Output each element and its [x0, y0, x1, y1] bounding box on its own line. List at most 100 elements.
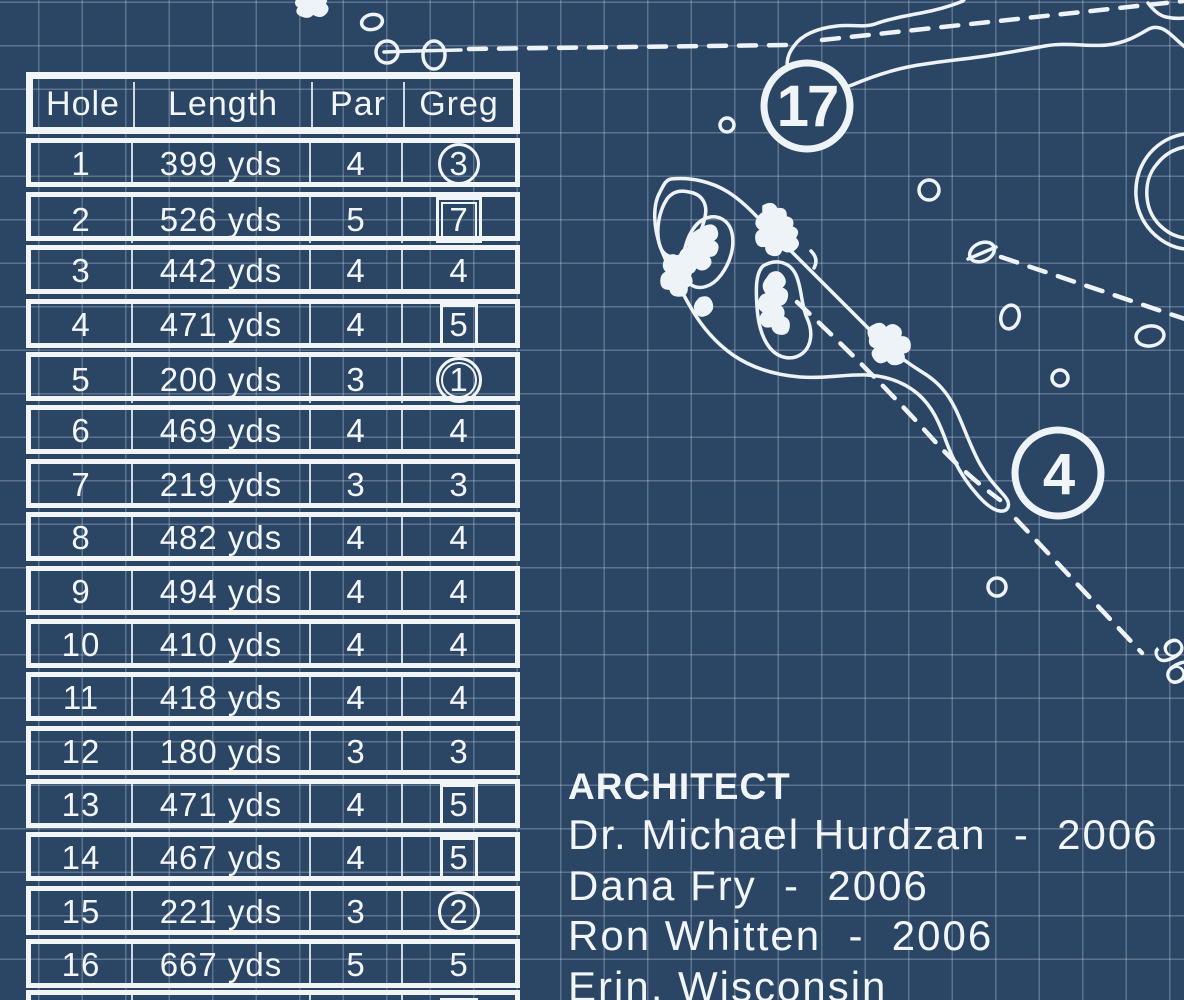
architect-line: Dana Fry - 2006: [568, 861, 929, 909]
cell-hole: 11: [62, 679, 100, 717]
score-marker: 3: [449, 732, 469, 770]
cell-par: 3: [309, 890, 401, 933]
score-marker: [440, 998, 478, 1000]
cell-score-wrap: 4: [401, 677, 515, 720]
bunker-shape: [867, 322, 911, 366]
cell-score-wrap: 5: [401, 784, 515, 827]
tree-ellipse: [999, 303, 1021, 331]
hole-marker-label: 4: [1043, 442, 1075, 507]
hole-marker-label: 17: [777, 74, 838, 139]
cell-par: 4: [309, 623, 401, 666]
scorecard-row-8: 8 482 yds 4 4: [26, 512, 520, 562]
cell-hole: 10: [61, 625, 101, 663]
cell-par: 4: [309, 570, 401, 613]
scorecard-row-1: 1 399 yds 4 3: [26, 138, 520, 188]
green-outer-outline: [1134, 132, 1184, 251]
cell-score-wrap: 3: [401, 143, 515, 186]
cell-score-wrap: 1: [401, 356, 515, 403]
edge-yardage-label: 96: [1143, 630, 1184, 693]
fairway-center-dashed-line: [1013, 516, 1145, 656]
score-marker: 2: [438, 890, 480, 933]
scorecard-row-4: 4 471 yds 4 5: [26, 298, 520, 348]
cell-length: 667 yds: [131, 944, 309, 987]
hole-4-marker: 4: [1011, 426, 1105, 520]
hole-4-complex: [653, 176, 1145, 656]
bunker-outline: [754, 260, 813, 360]
hole-17-fairway: [785, 0, 1184, 92]
tee-line: [966, 245, 998, 261]
architect-block: ARCHITECT Dr. Michael Hurdzan - 2006 Dan…: [568, 764, 1159, 1000]
architect-line: Erin, Wisconsin: [568, 962, 888, 1000]
cell-hole: 4: [71, 305, 91, 343]
scorecard-row-11: 11 418 yds 4 4: [26, 672, 520, 722]
score-marker: 1: [436, 356, 482, 403]
score-marker: 5: [440, 784, 478, 827]
cell-par: 3: [309, 356, 401, 403]
header-par: Par: [311, 82, 403, 127]
tree-circle: [986, 576, 1008, 598]
score-marker: 3: [438, 143, 480, 186]
scorecard-row-3: 3 442 yds 4 4: [26, 245, 520, 295]
tree-circle: [917, 178, 941, 202]
fairway-outline: [785, 25, 1184, 92]
fairway-center-dashed-line: [794, 299, 1003, 503]
cell-score-wrap: 5: [401, 944, 515, 987]
score-marker: 5: [449, 946, 469, 984]
scorecard-row-16: 16 667 yds 5 5: [26, 939, 520, 989]
cell-length: 494 yds: [131, 570, 309, 613]
cell-par: [309, 995, 401, 1000]
score-marker: 4: [449, 572, 469, 610]
cell-hole: 16: [61, 946, 101, 984]
cell-hole: 5: [71, 360, 91, 398]
cell-par: 5: [309, 196, 401, 243]
cell-score-wrap: 2: [401, 890, 515, 933]
bunker-outline: [680, 215, 735, 290]
cell-score-wrap: 5: [401, 837, 515, 880]
score-marker: 4: [449, 412, 469, 450]
scorecard-row-6: 6 469 yds 4 4: [26, 405, 520, 455]
cell-length: 482 yds: [131, 517, 309, 560]
cell-score-wrap: 3: [401, 463, 515, 506]
tee-box-shape: [359, 12, 385, 32]
cell-length: 469 yds: [131, 410, 309, 453]
tee-line: [412, 48, 463, 53]
scorecard-row-5: 5 200 yds 3 1: [26, 351, 520, 403]
scorecard-rows: 1 399 yds 4 3 2 526 yds 5 7 3 442 yds 4 …: [26, 138, 520, 989]
hole-17-marker: 17: [760, 59, 854, 153]
score-marker: 5: [440, 837, 478, 880]
bunker-shape: [757, 271, 790, 335]
scorecard-row-7: 7 219 yds 3 3: [26, 458, 520, 508]
score-marker: 4: [449, 252, 469, 290]
bunker-shape: [660, 254, 693, 297]
bunker-shape: [678, 224, 719, 274]
cell-length: 221 yds: [131, 890, 309, 933]
header-hole: Hole: [46, 85, 120, 123]
score-marker: 4: [449, 519, 469, 557]
fairway-center-dashed-line: [819, 0, 1184, 43]
fairway-outline: [792, 0, 966, 48]
cell-hole: 1: [71, 145, 91, 183]
scattered-shapes: [718, 116, 1184, 598]
tree-circle: [1050, 368, 1070, 388]
edge-green: [1134, 132, 1184, 251]
tee-box-shape: [421, 39, 447, 71]
architect-line: Ron Whitten - 2006: [568, 912, 994, 959]
cell-score-wrap: 4: [401, 250, 515, 293]
bunker-shape: [693, 296, 714, 317]
cell-par: 5: [309, 944, 401, 987]
cell-length: 471 yds: [131, 303, 309, 346]
scorecard-row-10: 10 410 yds 4 4: [26, 618, 520, 668]
cell-score-wrap: 4: [401, 570, 515, 613]
fairway-outline: [653, 176, 1011, 513]
tree-circle: [718, 116, 736, 134]
scorecard-row-12: 12 180 yds 3 3: [26, 725, 520, 775]
header-greg: Greg: [403, 82, 513, 127]
cell-length: 418 yds: [131, 677, 309, 720]
cell-hole: 9: [71, 572, 91, 610]
scorecard-row-14: 14 467 yds 4 5: [26, 832, 520, 882]
tree-ellipse: [1134, 324, 1166, 348]
cell-par: 3: [309, 730, 401, 773]
scorecard-row-partial: [26, 990, 520, 1000]
